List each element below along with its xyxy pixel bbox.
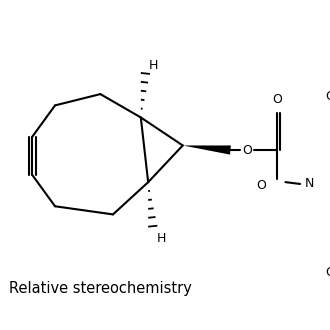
Text: O: O: [272, 93, 282, 106]
Text: H: H: [156, 232, 166, 245]
Text: N: N: [305, 178, 314, 190]
Text: O: O: [325, 90, 330, 103]
Text: O: O: [256, 179, 266, 192]
Text: O: O: [325, 266, 330, 280]
Text: O: O: [242, 144, 252, 156]
Polygon shape: [183, 146, 231, 154]
Text: Relative stereochemistry: Relative stereochemistry: [9, 281, 192, 296]
Text: H: H: [149, 59, 158, 72]
